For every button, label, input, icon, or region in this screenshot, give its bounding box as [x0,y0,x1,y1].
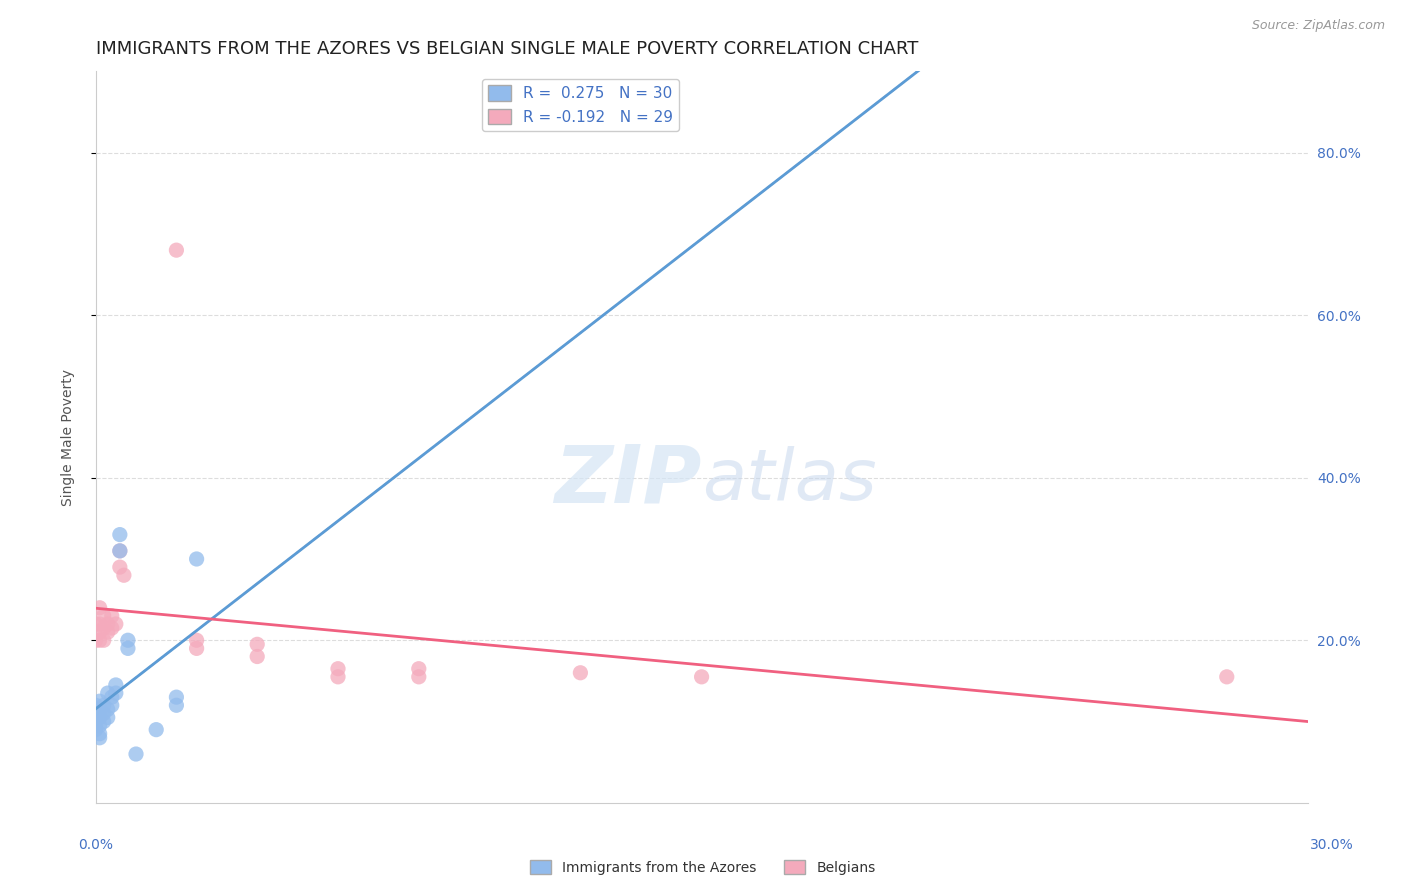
Legend: Immigrants from the Azores, Belgians: Immigrants from the Azores, Belgians [524,855,882,880]
Point [690,670,713,684]
Point [93,698,115,713]
Point [104,686,127,700]
Point [112,568,135,582]
Point [165,690,187,705]
Point [186,552,208,566]
Point [108,527,131,541]
Text: atlas: atlas [702,447,876,516]
Point [84,723,107,737]
Point [84,698,107,713]
Point [104,678,127,692]
Point [84,617,107,632]
Point [408,662,430,676]
Point [1216,670,1239,684]
Point [97,702,120,716]
Point [125,747,148,761]
Point [108,544,131,558]
Point [93,608,115,623]
Text: 30.0%: 30.0% [1309,838,1354,852]
Text: ZIP: ZIP [554,442,702,520]
Point [89,718,111,732]
Point [117,633,139,648]
Point [165,698,187,713]
Point [84,706,107,721]
Point [326,670,349,684]
Point [89,600,111,615]
Point [89,702,111,716]
Point [84,710,107,724]
Point [100,621,122,635]
Point [165,243,187,257]
Point [100,608,122,623]
Point [89,633,111,648]
Point [246,649,269,664]
Point [93,706,115,721]
Point [186,633,208,648]
Text: 0.0%: 0.0% [79,838,112,852]
Point [117,641,139,656]
Legend: R =  0.275   N = 30, R = -0.192   N = 29: R = 0.275 N = 30, R = -0.192 N = 29 [482,79,679,131]
Point [100,698,122,713]
Point [89,727,111,741]
Point [89,731,111,745]
Point [408,670,430,684]
Point [97,686,120,700]
Point [89,710,111,724]
Point [93,621,115,635]
Point [108,560,131,574]
Text: Source: ZipAtlas.com: Source: ZipAtlas.com [1251,19,1385,31]
Point [145,723,167,737]
Point [89,617,111,632]
Point [89,694,111,708]
Point [108,544,131,558]
Point [100,690,122,705]
Y-axis label: Single Male Poverty: Single Male Poverty [60,368,75,506]
Point [246,637,269,651]
Text: IMMIGRANTS FROM THE AZORES VS BELGIAN SINGLE MALE POVERTY CORRELATION CHART: IMMIGRANTS FROM THE AZORES VS BELGIAN SI… [96,40,918,58]
Point [104,617,127,632]
Point [569,665,592,680]
Point [186,641,208,656]
Point [326,662,349,676]
Point [93,714,115,729]
Point [97,625,120,640]
Point [97,617,120,632]
Point [93,633,115,648]
Point [89,625,111,640]
Point [84,718,107,732]
Point [97,710,120,724]
Point [84,633,107,648]
